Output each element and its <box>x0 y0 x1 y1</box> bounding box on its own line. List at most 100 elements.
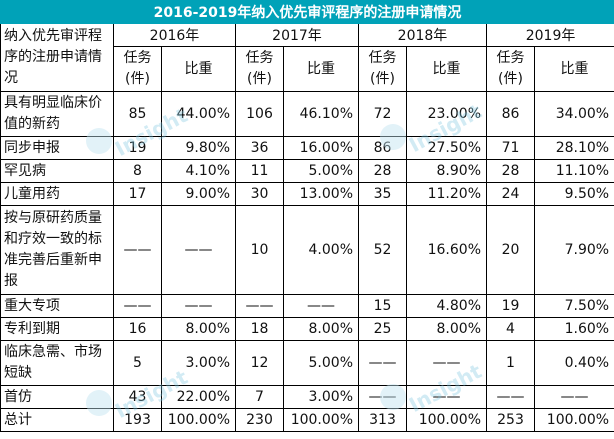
row-label: 儿童用药 <box>0 182 114 206</box>
table-row: 罕见病 8 4.10% 11 5.00% 28 8.90% 28 11.10% <box>0 159 614 183</box>
count-header: 任务(件) <box>235 46 284 92</box>
count-cell: 30 <box>235 182 284 206</box>
row-label: 专利到期 <box>0 317 114 341</box>
ratio-cell: 46.10% <box>283 91 359 137</box>
ratio-cell: 5.00% <box>283 340 359 386</box>
ratio-cell: —— <box>161 294 236 318</box>
corner-header: 纳入优先审评程序的注册申请情况 <box>0 23 114 92</box>
ratio-header: 比重 <box>406 46 487 92</box>
table-row: 儿童用药 17 9.00% 30 13.00% 35 11.20% 24 9.50% <box>0 182 614 206</box>
ratio-cell: 22.00% <box>161 385 236 409</box>
count-cell: 71 <box>486 136 535 160</box>
count-header: 任务(件) <box>358 46 407 92</box>
row-label: 首仿 <box>0 385 114 409</box>
count-cell: 11 <box>235 159 284 183</box>
ratio-cell: 9.80% <box>161 136 236 160</box>
count-cell: 19 <box>113 136 162 160</box>
count-cell: 35 <box>358 182 407 206</box>
count-cell: 16 <box>113 317 162 341</box>
count-cell: 85 <box>113 91 162 137</box>
ratio-cell: 8.00% <box>406 317 487 341</box>
row-label: 同步申报 <box>0 136 114 160</box>
count-cell: —— <box>358 385 407 409</box>
table-row: 总计 193 100.00% 230 100.00% 313 100.00% 253 100.0… <box>0 408 614 432</box>
ratio-cell: 7.50% <box>533 294 614 318</box>
ratio-cell: —— <box>406 340 487 386</box>
row-label: 按与原研药质量和疗效一致的标准完善后重新申报 <box>0 205 114 295</box>
ratio-cell: 34.00% <box>533 91 614 137</box>
table-row: 首仿 43 22.00% 7 3.00% —— —— —— —— <box>0 385 614 409</box>
count-header: 任务(件) <box>486 46 535 92</box>
count-cell: 86 <box>486 91 535 137</box>
ratio-header: 比重 <box>161 46 236 92</box>
ratio-cell: 100.00% <box>533 408 614 432</box>
table-row: 同步申报 19 9.80% 36 16.00% 86 27.50% 71 28.10% <box>0 136 614 160</box>
sub-header-row: 任务(件) 比重 任务(件) 比重 任务(件) 比重 任务(件) 比重 <box>1 46 614 92</box>
ratio-header: 比重 <box>533 46 614 92</box>
ratio-cell: 16.00% <box>283 136 359 160</box>
ratio-cell: 27.50% <box>406 136 487 160</box>
table-row: 重大专项 —— —— —— —— 15 4.80% 19 7.50% <box>0 294 614 318</box>
ratio-cell: —— <box>406 385 487 409</box>
count-cell: 52 <box>358 205 407 295</box>
count-cell: 5 <box>113 340 162 386</box>
ratio-cell: 3.00% <box>161 340 236 386</box>
ratio-cell: 11.20% <box>406 182 487 206</box>
count-cell: —— <box>486 385 535 409</box>
row-label: 具有明显临床价值的新药 <box>0 91 114 137</box>
count-cell: 15 <box>358 294 407 318</box>
ratio-cell: 4.10% <box>161 159 236 183</box>
count-cell: 28 <box>358 159 407 183</box>
count-cell: 36 <box>235 136 284 160</box>
ratio-cell: —— <box>283 294 359 318</box>
count-cell: 7 <box>235 385 284 409</box>
row-label: 临床急需、市场短缺 <box>0 340 114 386</box>
ratio-cell: 8.00% <box>283 317 359 341</box>
count-cell: —— <box>113 294 162 318</box>
ratio-cell: 8.90% <box>406 159 487 183</box>
count-cell: 28 <box>486 159 535 183</box>
count-cell: 106 <box>235 91 284 137</box>
ratio-cell: 23.00% <box>406 91 487 137</box>
ratio-cell: 5.00% <box>283 159 359 183</box>
count-cell: —— <box>235 294 284 318</box>
count-cell: 86 <box>358 136 407 160</box>
year-header: 2019年 <box>485 23 614 47</box>
ratio-cell: 8.00% <box>161 317 236 341</box>
year-header: 2016年 <box>113 23 236 47</box>
ratio-cell: 13.00% <box>283 182 359 206</box>
count-cell: 24 <box>486 182 535 206</box>
count-cell: 25 <box>358 317 407 341</box>
table-row: 专利到期 16 8.00% 18 8.00% 25 8.00% 4 1.60% <box>0 317 614 341</box>
count-cell: —— <box>113 205 162 295</box>
table-row: 临床急需、市场短缺 5 3.00% 12 5.00% —— —— 1 0.40% <box>0 340 614 386</box>
ratio-cell: —— <box>161 205 236 295</box>
ratio-cell: 9.00% <box>161 182 236 206</box>
count-cell: 8 <box>113 159 162 183</box>
ratio-cell: 28.10% <box>533 136 614 160</box>
ratio-cell: 44.00% <box>161 91 236 137</box>
ratio-cell: —— <box>533 385 614 409</box>
ratio-cell: 100.00% <box>283 408 359 432</box>
row-label: 总计 <box>0 408 114 432</box>
count-cell: —— <box>358 340 407 386</box>
ratio-cell: 7.90% <box>533 205 614 295</box>
count-cell: 20 <box>486 205 535 295</box>
count-cell: 19 <box>486 294 535 318</box>
ratio-cell: 4.80% <box>406 294 487 318</box>
count-cell: 17 <box>113 182 162 206</box>
ratio-cell: 4.00% <box>283 205 359 295</box>
count-cell: 4 <box>486 317 535 341</box>
ratio-cell: 0.40% <box>533 340 614 386</box>
ratio-cell: 9.50% <box>533 182 614 206</box>
count-cell: 12 <box>235 340 284 386</box>
ratio-header: 比重 <box>283 46 359 92</box>
count-cell: 193 <box>113 408 162 432</box>
year-header: 2018年 <box>358 23 487 47</box>
count-header: 任务(件) <box>113 46 162 92</box>
count-cell: 313 <box>358 408 407 432</box>
count-cell: 10 <box>235 205 284 295</box>
table-row: 具有明显临床价值的新药 85 44.00% 106 46.10% 72 23.00% 86 34… <box>0 91 614 137</box>
